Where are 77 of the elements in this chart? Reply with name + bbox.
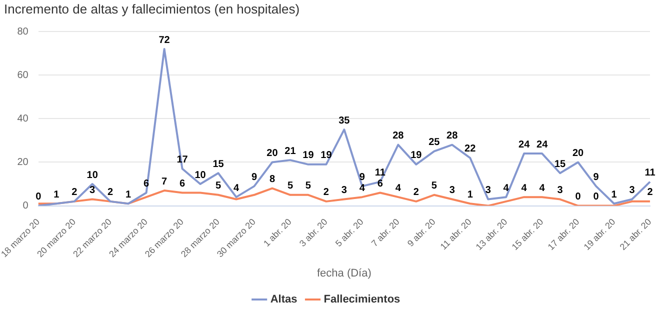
- data-label: 35: [338, 115, 350, 126]
- data-label: 21: [284, 146, 296, 157]
- data-label: 4: [503, 182, 510, 194]
- data-label: 4: [539, 182, 546, 194]
- data-label: 1: [467, 189, 474, 200]
- x-tick-label: 21 abr. 20: [618, 216, 654, 252]
- data-label: 10: [86, 170, 98, 181]
- data-label: 22: [464, 144, 476, 155]
- y-tick-label: 80: [17, 26, 29, 38]
- data-label: 1: [54, 189, 60, 200]
- data-label: 8: [269, 174, 276, 186]
- x-tick-label: 1 abr. 20: [262, 216, 294, 249]
- data-label: 19: [410, 150, 422, 162]
- data-label: 17: [176, 154, 188, 166]
- data-label: 3: [485, 185, 492, 196]
- y-tick-label: 20: [17, 156, 29, 168]
- data-label: 15: [554, 158, 566, 170]
- data-label: 4: [395, 182, 402, 194]
- data-label: 20: [266, 148, 278, 159]
- data-label: 4: [233, 182, 240, 194]
- data-label: 2: [108, 187, 114, 198]
- data-label: 4: [359, 182, 366, 194]
- data-label: 6: [377, 178, 384, 190]
- data-label: 6: [144, 178, 150, 190]
- data-label: 2: [413, 187, 420, 198]
- data-label: 0: [593, 192, 600, 203]
- x-tick-label: 7 abr. 20: [369, 216, 402, 249]
- x-tick-label: 9 abr. 20: [405, 216, 438, 249]
- data-label: 5: [287, 180, 294, 192]
- data-label: 1: [611, 189, 618, 200]
- data-label: 0: [36, 192, 42, 203]
- data-label: 5: [215, 180, 222, 192]
- data-label: 4: [521, 182, 528, 194]
- data-label: 11: [374, 168, 386, 179]
- data-label: 3: [90, 185, 96, 196]
- data-label: 19: [302, 150, 314, 162]
- data-label: 9: [251, 172, 258, 183]
- x-tick-label: 5 abr. 20: [334, 216, 366, 249]
- data-label: 72: [158, 34, 170, 46]
- legend-label: Fallecimientos: [324, 294, 400, 306]
- data-label: 2: [647, 187, 654, 198]
- data-label: 3: [341, 185, 348, 196]
- data-label: 6: [180, 178, 186, 190]
- x-tick-label: 19 abr. 20: [582, 216, 618, 252]
- data-label: 2: [323, 187, 330, 198]
- data-label: 5: [431, 180, 438, 192]
- x-axis-title: fecha (Día): [316, 267, 372, 280]
- data-label: 24: [536, 139, 548, 150]
- data-label: 19: [320, 150, 332, 162]
- data-label: 7: [162, 176, 168, 188]
- data-label: 9: [593, 172, 600, 183]
- data-label: 3: [557, 185, 564, 196]
- data-label: 15: [212, 158, 224, 170]
- data-label: 24: [518, 139, 530, 150]
- y-tick-label: 60: [17, 70, 29, 81]
- x-tick-label: 17 abr. 20: [546, 216, 582, 252]
- x-tick-label: 11 abr. 20: [438, 216, 474, 252]
- chart-title: Incremento de altas y fallecimientos (en hospitales): [4, 1, 300, 16]
- data-label: 0: [575, 192, 582, 203]
- x-tick-label: 13 abr. 20: [474, 216, 510, 252]
- y-tick-label: 40: [17, 113, 29, 124]
- data-label: 11: [644, 168, 656, 179]
- data-label: 28: [392, 130, 404, 142]
- data-label: 2: [72, 187, 78, 198]
- y-tick-label: 0: [22, 200, 29, 212]
- data-label: 5: [305, 180, 312, 192]
- x-tick-label: 15 abr. 20: [510, 216, 546, 252]
- legend-label: Altas: [270, 294, 298, 306]
- data-label: 20: [572, 148, 584, 159]
- data-label: 28: [446, 130, 458, 142]
- data-label: 9: [359, 172, 366, 183]
- data-label: 3: [449, 185, 456, 196]
- data-label: 3: [629, 185, 636, 196]
- x-tick-label: 3 abr. 20: [298, 216, 330, 249]
- data-label: 25: [428, 137, 440, 148]
- data-label: 10: [194, 170, 206, 181]
- data-label: 1: [126, 189, 132, 200]
